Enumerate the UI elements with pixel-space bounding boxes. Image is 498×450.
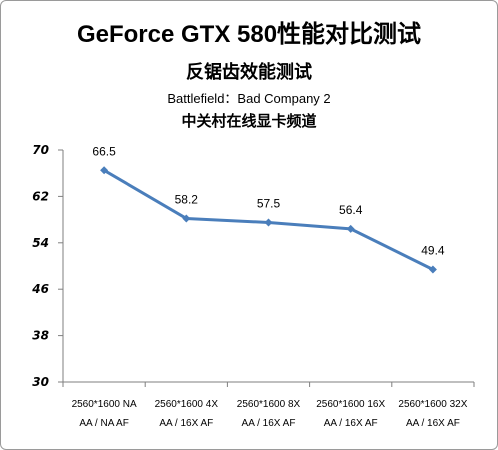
data-label: 56.4 [339, 203, 363, 217]
source-label: 中关村在线显卡频道 [181, 113, 317, 130]
data-label: 66.5 [92, 144, 116, 158]
data-label: 57.5 [257, 197, 281, 211]
data-point [346, 224, 355, 233]
y-tick-label: 38 [32, 329, 49, 343]
x-tick-label: 2560*1600 8X [237, 399, 301, 410]
x-tick-label-line2: AA / 16X AF [242, 418, 296, 429]
chart-subtitle: 反锯齿效能测试 [186, 62, 312, 82]
data-label: 49.4 [421, 243, 445, 257]
y-tick-label: 46 [31, 282, 49, 296]
y-tick-label: 30 [32, 375, 49, 389]
x-tick-label-line2: AA / NA AF [79, 418, 128, 429]
y-tick-label: 62 [32, 189, 49, 203]
x-tick-label-line2: AA / 16X AF [324, 418, 378, 429]
x-tick-label: 2560*1600 NA [72, 399, 137, 410]
x-tick-label-line2: AA / 16X AF [406, 418, 460, 429]
x-tick-label: 2560*1600 4X [155, 399, 219, 410]
y-tick-label: 54 [32, 236, 49, 250]
data-point [100, 166, 109, 175]
x-tick-label-line2: AA / 16X AF [159, 418, 213, 429]
data-point [182, 214, 191, 223]
data-point [428, 265, 437, 274]
chart-title: GeForce GTX 580性能对比测试 [76, 21, 422, 48]
data-label: 58.2 [175, 192, 199, 206]
data-point [264, 218, 273, 227]
x-tick-label: 2560*1600 16X [316, 399, 385, 410]
game-label: Battlefield：Bad Company 2 [167, 91, 331, 106]
x-tick-label: 2560*1600 32X [398, 399, 467, 410]
y-tick-label: 70 [32, 143, 49, 157]
